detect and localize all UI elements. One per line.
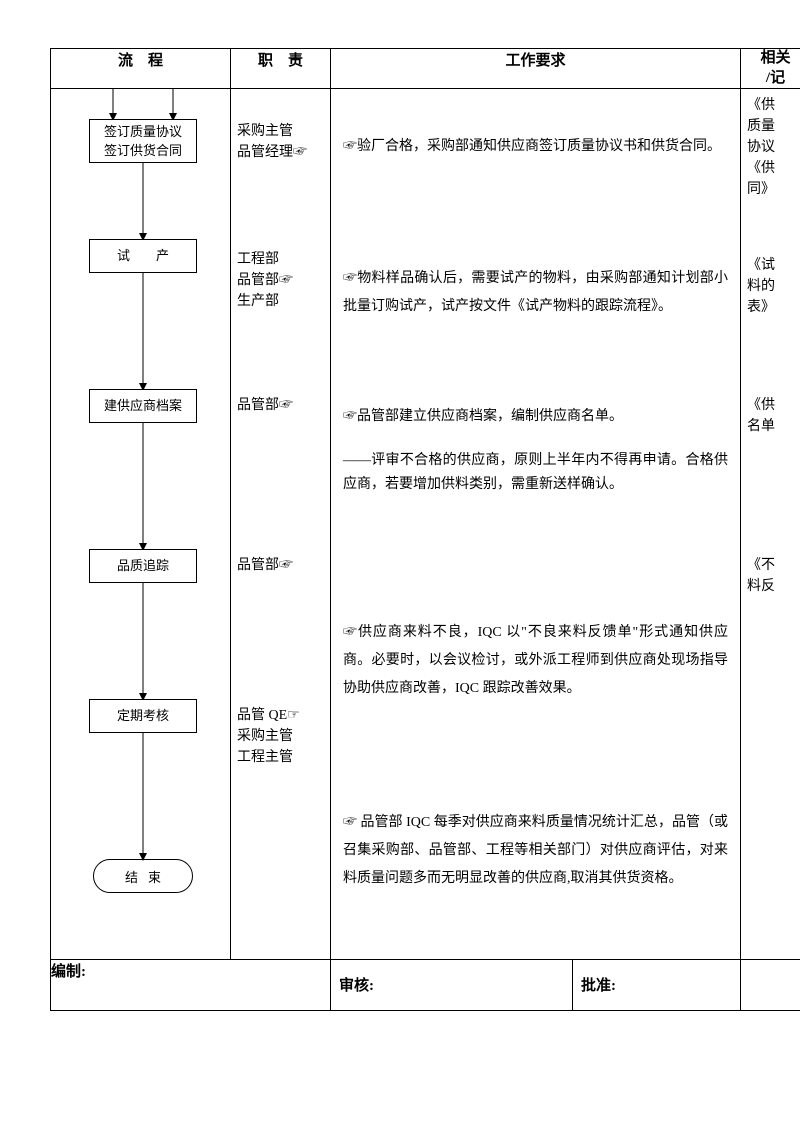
- resp-2: 工程部品管部☞生产部: [237, 249, 326, 312]
- main-table: 流 程 职 责 工作要求 相关 /记 签订质量协议 签订供货合同: [50, 48, 800, 1011]
- hdr-flow: 流 程: [51, 49, 231, 89]
- flow-cell: 签订质量协议 签订供货合同 试 产 建供应商档案 品质追踪 定期考核 结束: [51, 89, 231, 960]
- rel-2: 《试料的表》: [747, 255, 775, 318]
- sig-reviewed-approved: 审核: 批准:: [331, 960, 741, 1011]
- page: 流 程 职 责 工作要求 相关 /记 签订质量协议 签订供货合同: [0, 0, 800, 1132]
- sig-approved: 批准:: [573, 960, 740, 1010]
- req-3b: ――评审不合格的供应商，原则上半年内不得再申请。合格供应商，若要增加供料类别，需…: [343, 449, 728, 497]
- body-row: 签订质量协议 签订供货合同 试 产 建供应商档案 品质追踪 定期考核 结束 采购…: [51, 89, 800, 960]
- signature-row: 编制: 审核: 批准:: [51, 960, 800, 1011]
- resp-cell: 采购主管品管经理☞ 工程部品管部☞生产部 品管部☞ 品管部☞ 品管 QE☞采购主…: [231, 89, 331, 960]
- req-2: ☞物料样品确认后，需要试产的物料，由采购部通知计划部小批量订购试产，试产按文件《…: [343, 265, 728, 321]
- flow-box-sign-contract: 签订质量协议 签订供货合同: [89, 119, 197, 163]
- sig-tail: [741, 960, 800, 1011]
- req-1: ☞验厂合格，采购部通知供应商签订质量协议书和供货合同。: [343, 133, 728, 161]
- resp-5: 品管 QE☞采购主管工程主管: [237, 705, 326, 768]
- flow-end: 结束: [93, 859, 193, 893]
- req-3: ☞品管部建立供应商档案，编制供应商名单。: [343, 403, 728, 431]
- flow-box-track: 品质追踪: [89, 549, 197, 583]
- req-cell: ☞验厂合格，采购部通知供应商签订质量协议书和供货合同。 ☞物料样品确认后，需要试…: [331, 89, 741, 960]
- resp-3: 品管部☞: [237, 395, 326, 416]
- hdr-rel: 相关 /记: [741, 49, 800, 89]
- rel-3: 《供名单: [747, 395, 775, 437]
- rel-cell: 《供质量协议《供同》 《试料的表》 《供名单 《不料反: [741, 89, 800, 960]
- flow-box-assess: 定期考核: [89, 699, 197, 733]
- fb1-l2: 签订供货合同: [104, 143, 182, 158]
- req-5: ☞ 品管部 IQC 每季对供应商来料质量情况统计汇总，品管（或召集采购部、品管部…: [343, 809, 728, 893]
- req-4: ☞供应商来料不良，IQC 以"不良来料反馈单"形式通知供应商。必要时，以会议检讨…: [343, 619, 728, 703]
- flow-svg: [51, 89, 231, 959]
- sig-reviewed: 审核:: [331, 960, 573, 1010]
- resp-4: 品管部☞: [237, 555, 326, 576]
- rel-4: 《不料反: [747, 555, 775, 597]
- sig-prepared: 编制:: [51, 960, 331, 1011]
- flow-box-archive: 建供应商档案: [89, 389, 197, 423]
- rel-1: 《供质量协议《供同》: [747, 95, 775, 200]
- hdr-rel-l2: /记: [766, 70, 785, 86]
- hdr-req: 工作要求: [331, 49, 741, 89]
- hdr-resp: 职 责: [231, 49, 331, 89]
- flow-box-trial: 试 产: [89, 239, 197, 273]
- hdr-rel-l1: 相关: [760, 50, 790, 66]
- resp-1: 采购主管品管经理☞: [237, 121, 326, 163]
- fb1-l1: 签订质量协议: [104, 124, 182, 139]
- header-row: 流 程 职 责 工作要求 相关 /记: [51, 49, 800, 89]
